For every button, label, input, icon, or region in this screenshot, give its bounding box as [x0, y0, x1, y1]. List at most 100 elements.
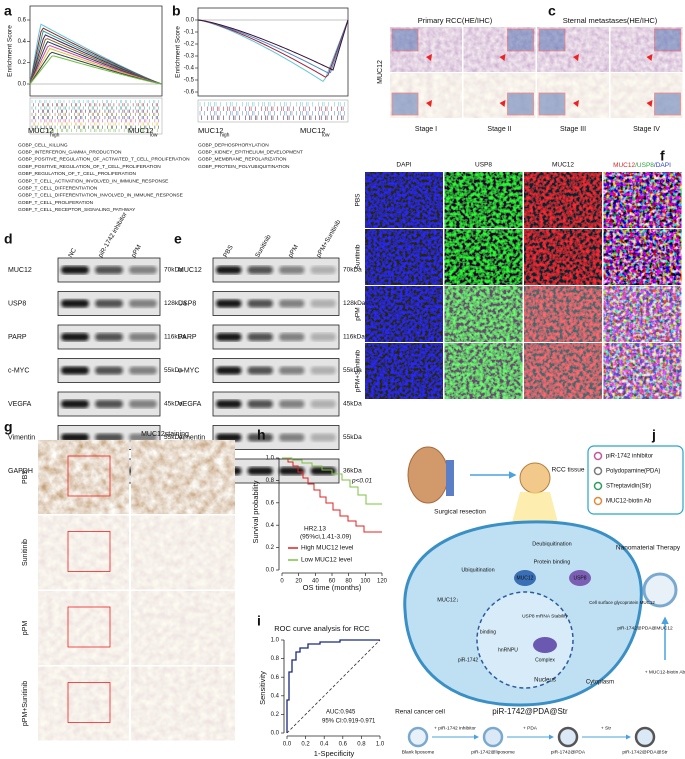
band: [279, 333, 305, 341]
diagram-label: Deubiquitination: [532, 541, 571, 547]
size-label: 55kDa: [164, 434, 183, 441]
row-label: VEGFA: [8, 401, 32, 408]
x-label-sub: low: [150, 132, 158, 138]
y-tick-label: 0.8: [271, 656, 280, 662]
x-label: MUC12: [128, 126, 153, 135]
row-label: pPM+Sunitinib: [22, 681, 29, 726]
column-header: Primary RCC(HE/IHC): [418, 16, 493, 25]
row-label: MUC12: [178, 267, 202, 274]
x-label-sub: low: [322, 132, 330, 138]
liposome: [482, 726, 504, 748]
x-tick-label: 0: [280, 579, 284, 585]
nanoparticle: [642, 572, 678, 608]
legend-icon: [593, 466, 603, 476]
band: [216, 333, 242, 341]
muc12-protein: [514, 570, 536, 586]
legend-entry: piR-1742 inhibitor: [606, 454, 653, 460]
x-tick-label: 0.2: [301, 742, 310, 748]
inset: [538, 92, 566, 116]
arrowhead: [573, 54, 579, 61]
vessel: [446, 460, 454, 496]
zoom-box: [67, 682, 111, 723]
legend-entry: STreptavidin(Str): [606, 484, 651, 490]
diagram-label: Renal cancer cell: [395, 709, 445, 716]
km-curve: [282, 457, 382, 505]
legend-icon: [593, 451, 603, 461]
size-label: 45kDa: [343, 401, 362, 408]
size-label: 70kDa: [343, 267, 362, 274]
band: [95, 333, 123, 341]
x-tick-label: 0.6: [339, 742, 348, 748]
band: [310, 266, 336, 274]
legend-box: [587, 445, 684, 515]
inset: [654, 92, 681, 116]
auc: AUC:0.945: [326, 710, 356, 716]
diagram-label: + PDA: [523, 725, 538, 731]
band: [247, 366, 273, 375]
x-axis-label: 1-Specificity: [314, 749, 355, 758]
size-label: 36kDa: [343, 468, 362, 475]
fluorescence-image: [603, 172, 682, 228]
diagram-label: Nanomaterial Therapy: [616, 545, 681, 552]
legend-icon: [593, 481, 603, 491]
lane-label: pPM: [287, 244, 300, 259]
row-label: Sunitinib: [355, 244, 362, 269]
row-label: PBS: [355, 193, 362, 207]
row-label: c-MYC: [8, 367, 29, 374]
diagram-label: piR-1742: [458, 657, 479, 663]
band: [61, 366, 89, 375]
band: [95, 433, 123, 442]
band: [247, 333, 273, 341]
band: [216, 299, 242, 308]
hazard-ratio: HR2.13: [304, 526, 326, 533]
row-label: USP8: [178, 300, 196, 307]
lane-label: pPM+Sunitinib: [315, 219, 342, 259]
x-tick-label: 0.8: [357, 742, 366, 748]
band: [216, 400, 242, 408]
legend-entry: GOBP_T_CELL_DIFFERENTIATION_INVOLVED_IN_…: [18, 193, 183, 199]
beam: [510, 492, 560, 530]
roc-curve: [286, 639, 380, 733]
y-tick-label: 0.2: [271, 712, 280, 718]
legend-entry: GOBP_REGULATION_OF_T_CELL_PROLIFERATION: [18, 171, 136, 177]
kidney: [407, 446, 449, 504]
y-tick-label: 1.0: [266, 456, 275, 462]
column-header: DAPI: [396, 162, 411, 169]
band: [61, 400, 89, 408]
diagram-label: MUC12: [517, 575, 534, 581]
y-axis-label: Enrichment Score: [7, 25, 14, 77]
x-label-sub: high: [220, 132, 230, 138]
y-tick-label: 0.6: [18, 18, 27, 24]
band: [95, 366, 123, 375]
confidence-interval: (95%ci,1.41-3.09): [300, 534, 351, 541]
x-tick-label: 60: [329, 579, 336, 585]
y-tick-label: 0.4: [271, 693, 280, 699]
band: [129, 266, 157, 274]
legend-entry: GOBP_T_CELL_ACTIVATION_INVOLVED_IN_IMMUN…: [18, 178, 168, 184]
band: [129, 433, 157, 442]
header-part: MUC12: [613, 162, 635, 169]
size-label: 116kDa: [343, 334, 365, 341]
diagram-label: piR-1742@PDA@Str: [492, 707, 568, 716]
legend-icon: [593, 496, 603, 506]
y-tick-label: -0.4: [184, 66, 195, 72]
diagram-label: MUC12↓: [437, 597, 459, 603]
diagram-label: USP8: [573, 575, 586, 581]
diagram-label: Cell surface glycoprotein MUC12: [589, 600, 655, 605]
ihc-image: [38, 515, 129, 590]
band: [129, 400, 157, 408]
row-label: USP8: [8, 300, 26, 307]
band: [61, 433, 89, 442]
row-label: pPM+Sunitinib: [355, 350, 362, 392]
band: [279, 266, 305, 274]
size-label: 128kDa: [343, 300, 366, 307]
diagram-label: + Str: [601, 725, 612, 731]
row-label: pPM: [355, 307, 362, 320]
x-tick-label: 40: [312, 579, 319, 585]
zoom-box: [67, 531, 111, 572]
fluorescence-image: [365, 286, 443, 342]
size-label: 55kDa: [343, 434, 362, 441]
legend-entry: GOBP_POSITIVE_REGULATION_OF_ACTIVATED_T_…: [18, 157, 190, 163]
gsea-curve: [197, 19, 349, 71]
ihc-zoom: [131, 440, 235, 514]
